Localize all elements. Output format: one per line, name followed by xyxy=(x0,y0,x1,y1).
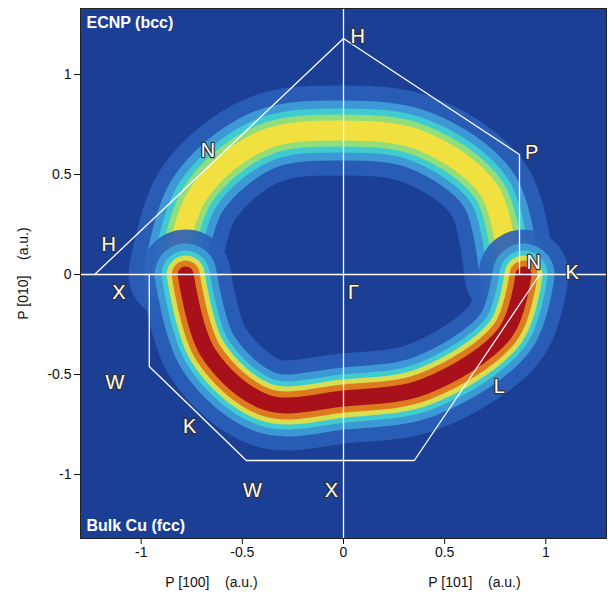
svg-text:P [010] (a.u.): P [010] (a.u.) xyxy=(15,227,31,319)
svg-text:1: 1 xyxy=(64,66,72,82)
svg-text:K: K xyxy=(565,261,579,283)
svg-text:ECNP (bcc): ECNP (bcc) xyxy=(87,14,174,31)
svg-text:0.5: 0.5 xyxy=(52,166,72,182)
svg-text:X: X xyxy=(112,281,125,303)
svg-text:1: 1 xyxy=(542,544,550,560)
svg-text:W: W xyxy=(105,371,124,393)
svg-text:0.5: 0.5 xyxy=(435,544,455,560)
svg-text:N: N xyxy=(201,139,215,161)
svg-text:P: P xyxy=(525,141,538,163)
svg-text:0: 0 xyxy=(64,266,72,282)
svg-text:Γ: Γ xyxy=(348,281,359,303)
svg-text:-1: -1 xyxy=(135,544,148,560)
html-text:P [101] (a.u.): P [101] (a.u.) xyxy=(428,574,521,590)
svg-text:X: X xyxy=(325,479,338,501)
svg-text:L: L xyxy=(494,375,505,397)
svg-text:H: H xyxy=(102,233,116,255)
html-text:P [100] (a.u.): P [100] (a.u.) xyxy=(165,574,258,590)
svg-text:0: 0 xyxy=(340,544,348,560)
svg-text:N: N xyxy=(526,251,540,273)
svg-text:Bulk Cu (fcc): Bulk Cu (fcc) xyxy=(87,517,186,534)
svg-text:-0.5: -0.5 xyxy=(230,544,254,560)
svg-text:-0.5: -0.5 xyxy=(47,366,71,382)
svg-text:H: H xyxy=(350,25,364,47)
svg-text:W: W xyxy=(243,479,262,501)
svg-text:K: K xyxy=(183,415,197,437)
svg-text:-1: -1 xyxy=(59,466,72,482)
